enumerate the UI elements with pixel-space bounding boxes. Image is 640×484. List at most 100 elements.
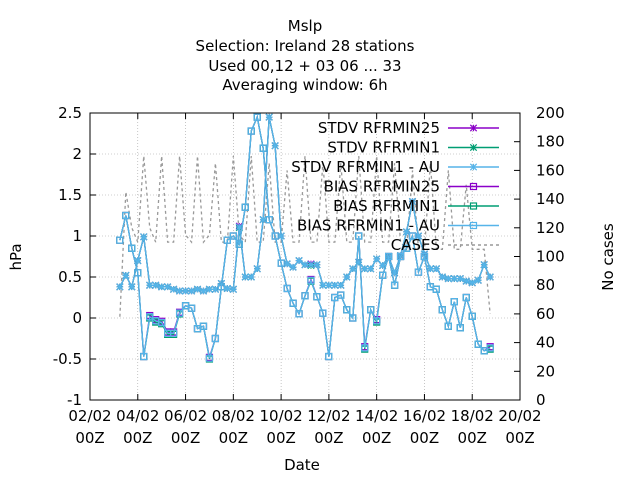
data-point (122, 211, 130, 220)
data-point (432, 265, 441, 273)
y-tick-label: 0 (72, 309, 82, 327)
legend-label: STDV RFRMIN1 (327, 139, 440, 157)
grid (89, 112, 521, 401)
data-point (361, 265, 369, 273)
data-point (277, 259, 285, 267)
data-point (474, 340, 482, 348)
data-point (122, 271, 130, 279)
data-point (116, 236, 124, 244)
x-tick-label-date: 04/02 (116, 407, 159, 425)
data-point (390, 281, 399, 289)
data-point (361, 344, 369, 352)
data-point (325, 281, 333, 289)
data-point (259, 144, 267, 152)
y2-tick-label: 140 (536, 190, 565, 208)
data-point (187, 287, 196, 295)
legend-label: CASES (391, 236, 440, 254)
data-point (367, 265, 375, 273)
data-point (313, 261, 321, 269)
x-tick-label-date: 08/02 (212, 407, 255, 425)
data-point (152, 281, 160, 289)
data-point (379, 271, 387, 279)
data-point (325, 352, 333, 361)
data-point (373, 317, 381, 325)
data-point (265, 113, 273, 121)
y2-tick-label: 60 (536, 305, 555, 323)
y2-tick-label: 100 (536, 248, 565, 266)
y2-tick-label: 80 (536, 276, 555, 294)
data-point (343, 273, 351, 281)
data-point (241, 273, 249, 281)
data-point (205, 285, 214, 293)
data-point (337, 281, 345, 289)
data-point (253, 113, 261, 121)
data-series (116, 113, 494, 363)
data-point (175, 309, 184, 317)
y2-tick-label: 120 (536, 219, 565, 237)
data-point (175, 287, 184, 295)
data-point (193, 285, 202, 293)
data-point (450, 275, 458, 283)
data-point (235, 223, 243, 231)
x-tick-label-time: 00Z (171, 429, 200, 447)
legend-marker (469, 143, 478, 152)
data-point (289, 299, 297, 307)
data-point (169, 285, 178, 293)
data-point (426, 265, 435, 273)
data-point (373, 255, 381, 263)
data-point (301, 261, 309, 269)
data-point (444, 275, 452, 283)
data-point (223, 236, 231, 244)
x-tick-label-time: 00Z (75, 429, 104, 447)
legend-label: BIAS RFRMIN25 (324, 178, 440, 196)
data-point (307, 261, 315, 269)
data-point (438, 273, 446, 281)
data-point (319, 309, 327, 317)
axes: -1 -0.5 0 0.5 1 1.5 2 2.5 0 20 40 60 80 100 120 140 160 1… (53, 104, 565, 447)
data-point (283, 260, 291, 268)
data-point (247, 273, 255, 281)
legend-marker (469, 221, 478, 230)
data-point (367, 306, 375, 314)
y2-tick-label: 20 (536, 362, 555, 380)
data-point (211, 285, 220, 293)
data-point (241, 203, 249, 211)
legend-marker (469, 124, 478, 132)
cases-series (119, 155, 491, 317)
data-point (116, 283, 124, 291)
data-point (319, 281, 327, 289)
chart-title: Mslp Selection: Ireland 28 stations Used… (196, 17, 415, 94)
data-point (438, 306, 446, 314)
legend-label: STDV RFRMIN25 (318, 119, 440, 137)
legend-marker (469, 182, 478, 191)
data-point (295, 256, 303, 265)
data-point (420, 252, 429, 261)
data-point (229, 285, 237, 293)
x-tick-label-time: 00Z (505, 429, 534, 447)
data-point (158, 283, 166, 291)
data-point (187, 304, 196, 312)
series-bias-rfrmin1-au (116, 113, 494, 362)
x-tick-label-time: 00Z (219, 429, 248, 447)
data-point (480, 261, 488, 269)
data-point (295, 310, 303, 318)
data-point (468, 279, 476, 287)
x-tick-label-time: 00Z (123, 429, 152, 447)
data-point (444, 322, 452, 330)
series-line-cases (119, 155, 491, 317)
data-point (349, 314, 357, 322)
data-point (235, 240, 243, 248)
data-point (211, 334, 220, 343)
data-point (283, 284, 291, 293)
data-point (462, 293, 470, 302)
data-point (337, 291, 345, 299)
x-tick-label-time: 00Z (410, 429, 439, 447)
data-point (170, 329, 178, 337)
y-tick-label: 2 (72, 145, 82, 163)
legend-marker (469, 202, 478, 210)
legend-label: BIAS RFRMIN1 (333, 197, 440, 215)
x-axis-label: Date (284, 456, 320, 474)
x-tick-label-date: 10/02 (259, 407, 302, 425)
